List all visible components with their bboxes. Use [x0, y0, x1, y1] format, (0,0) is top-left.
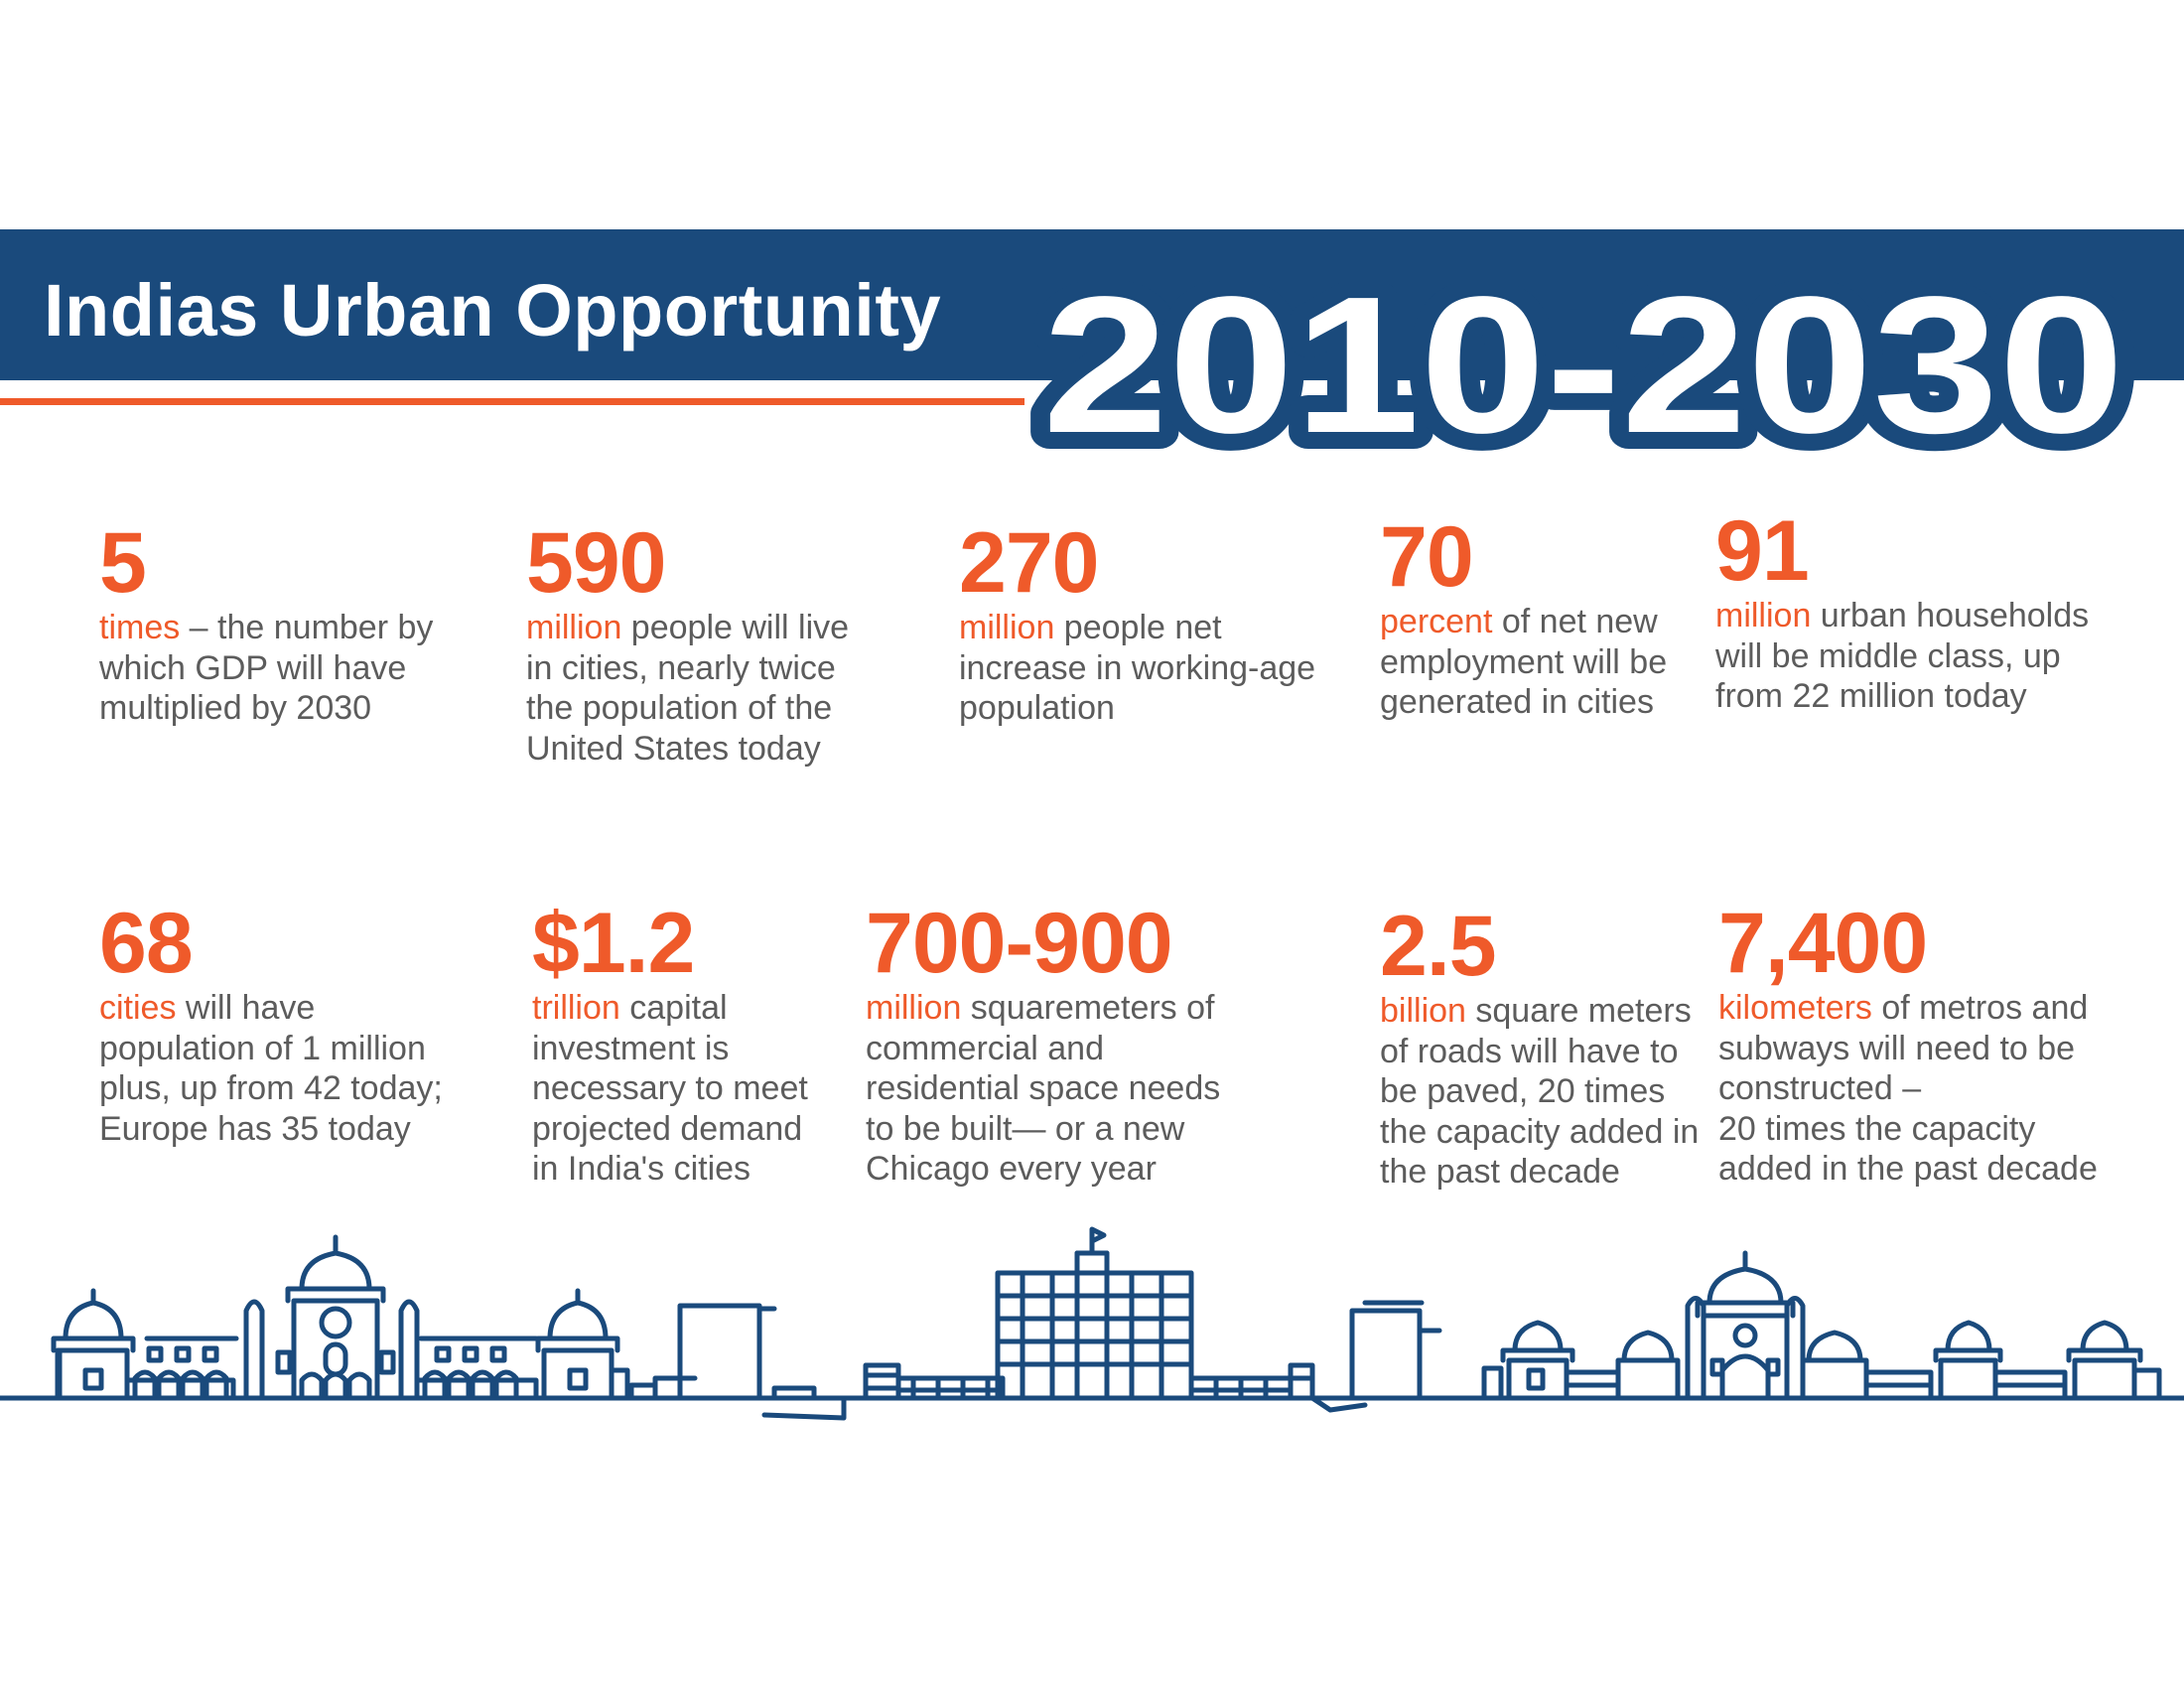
- page-title: Indias Urban Opportunity: [44, 269, 942, 352]
- stat-unit: cities: [99, 989, 177, 1027]
- stat-value: 91: [1715, 503, 1810, 599]
- stat-description: times – the number by which GDP will have…: [99, 609, 434, 727]
- stat-unit: percent: [1380, 603, 1493, 640]
- stat-description: cities will have population of 1 million p…: [99, 989, 443, 1148]
- stat-description: billion square meters of roads will have …: [1380, 992, 1700, 1191]
- stat-value: 590: [526, 515, 667, 611]
- stat-roads: 2.5 billion square meters of roads will h…: [1380, 902, 1727, 1193]
- stat-urban-population: 590 million people will live in cities, n…: [526, 518, 884, 769]
- stat-million-plus-cities: 68 cities will have population of 1 milli…: [99, 899, 486, 1149]
- stat-description: kilometers of metros and subways will nee…: [1718, 989, 2098, 1188]
- year-range: 2010-2030: [1042, 256, 2124, 474]
- stat-capital-investment: $1.2 trillion capital investment is necess…: [532, 899, 850, 1190]
- stat-value: 5: [99, 515, 147, 611]
- stat-value: 7,400: [1718, 896, 1928, 991]
- stat-unit: million: [959, 609, 1055, 646]
- stat-value: 68: [99, 896, 194, 991]
- stat-description: million urban households will be middle c…: [1715, 597, 2090, 715]
- stat-value: 270: [959, 515, 1100, 611]
- stat-value: 700-900: [866, 896, 1173, 991]
- stat-employment: 70 percent of net new employment will be g…: [1380, 512, 1717, 723]
- stat-description: million squaremeters of commercial and res…: [866, 989, 1221, 1188]
- stat-gdp-multiplier: 5 times – the number by which GDP will ha…: [99, 518, 457, 729]
- stat-unit: times: [99, 609, 181, 646]
- stat-middle-class: 91 million urban households will be middl…: [1715, 506, 2122, 717]
- stat-unit: million: [866, 989, 962, 1027]
- stat-description: percent of net new employment will be gene…: [1380, 603, 1668, 721]
- stat-unit: million: [1715, 597, 1812, 634]
- stat-unit: billion: [1380, 992, 1466, 1030]
- stat-description: million people net increase in working-ag…: [959, 609, 1316, 727]
- stat-unit: trillion: [532, 989, 620, 1027]
- header-band: [0, 229, 2184, 380]
- stat-unit: million: [526, 609, 622, 646]
- stat-description: trillion capital investment is necessary t…: [532, 989, 808, 1188]
- stat-unit: kilometers: [1718, 989, 1872, 1027]
- accent-line: [0, 398, 1024, 405]
- year-range-outline: 2010-2030: [1042, 256, 2124, 474]
- stat-value: $1.2: [532, 896, 695, 991]
- stat-working-age: 270 million people net increase in workin…: [959, 518, 1336, 729]
- city-skyline-icon: [0, 1226, 2184, 1421]
- stat-value: 70: [1380, 509, 1474, 605]
- stat-description: million people will live in cities, nearl…: [526, 609, 850, 768]
- stat-metros: 7,400 kilometers of metros and subways wi…: [1718, 899, 2135, 1190]
- year-range-banner: 2010-2030 2010-2030: [1025, 253, 2141, 482]
- stat-value: 2.5: [1380, 899, 1497, 994]
- stat-floor-space: 700-900 million squaremeters of commercia…: [866, 899, 1283, 1190]
